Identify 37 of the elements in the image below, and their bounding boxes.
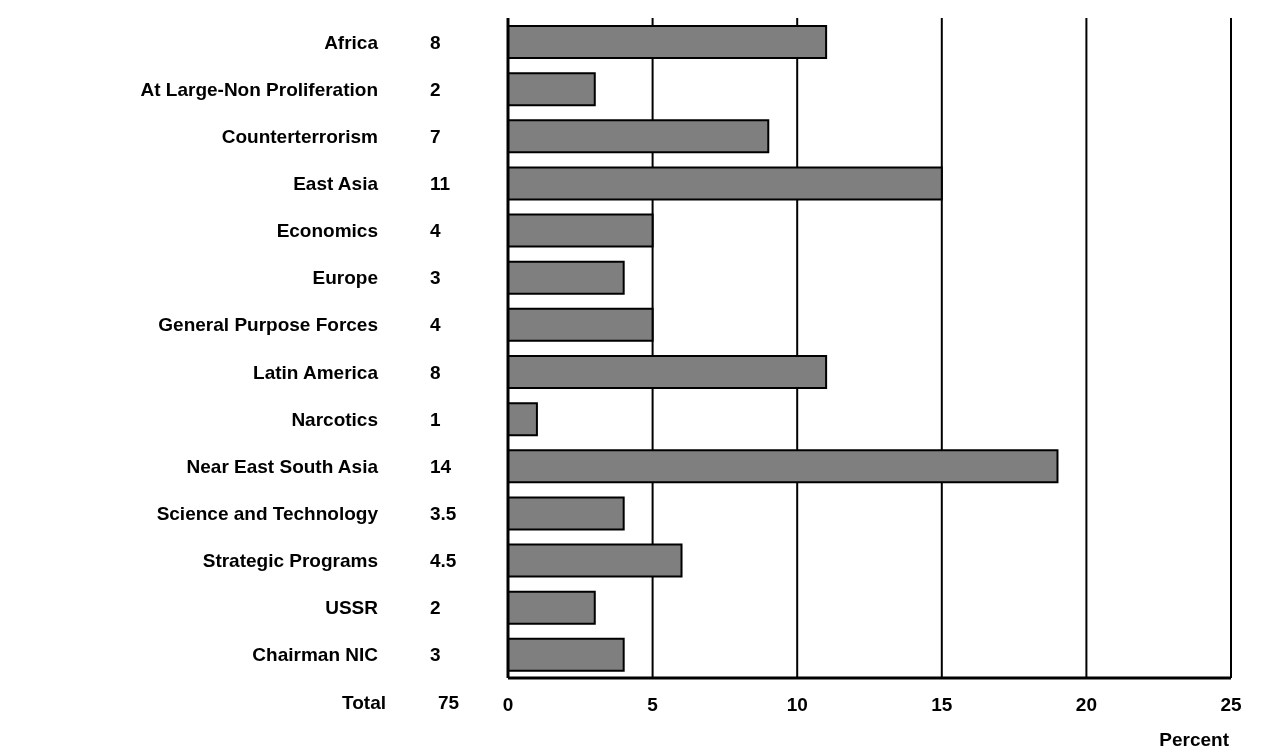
text: 3 [430,644,441,666]
text: 4 [430,220,441,242]
y-tick-label: Counterterrorism [221,125,378,147]
text: 11 [430,173,451,194]
text: 2 [430,597,441,619]
y-tick-label: East Asia [293,173,379,194]
y-tick-label: Strategic Programs [202,550,378,572]
y-tick-label: Near East South Asia [186,455,379,477]
x-tick-label: 20 [1075,694,1097,716]
text: 1 [430,408,441,430]
y-tick-label: General Purpose Forces [158,314,378,336]
y-tick-label: Africa [324,31,379,53]
y-tick-label: At Large-Non Proliferation [140,78,378,100]
y-tick-label: USSR [325,597,379,619]
x-tick-label: 15 [931,694,953,716]
text: 2 [430,78,441,100]
text: 4 [430,314,441,336]
y-tick-label: Science and Technology [156,503,379,524]
text: 75 [438,692,460,714]
text: 3 [430,267,441,289]
text: 8 [430,361,441,383]
text: 3.5 [430,503,457,524]
text: 4.5 [430,550,457,572]
y-tick-label: Europe [312,267,378,289]
y-tick-label: Narcotics [291,408,378,430]
y-tick-label: Chairman NIC [252,644,379,666]
text: Total [342,692,386,714]
text: 7 [430,125,441,147]
text: 14 [430,455,452,477]
x-tick-label: 0 [502,694,514,716]
x-tick-label: 5 [647,694,659,716]
text: 8 [430,31,441,53]
x-tick-label: 25 [1220,694,1242,716]
x-tick-label: 10 [786,694,808,716]
x-axis-title: Percent [1159,729,1230,750]
y-tick-label: Economics [276,220,378,242]
y-tick-label: Latin America [253,361,379,383]
